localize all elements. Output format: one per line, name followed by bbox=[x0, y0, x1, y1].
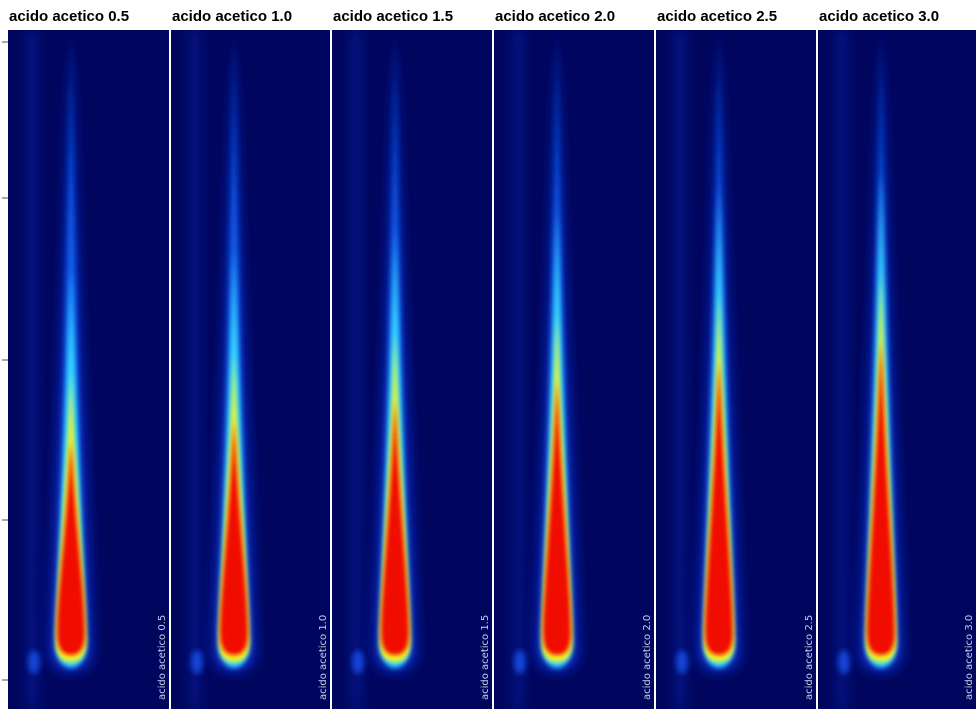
heatmap: acido acetico 2.5 bbox=[656, 30, 816, 709]
side-spot bbox=[514, 650, 526, 674]
side-lane bbox=[351, 30, 361, 709]
panel: acido acetico 2.0 acido acetico 2.0 bbox=[494, 8, 654, 709]
side-label: acido acetico 1.5 bbox=[480, 615, 491, 700]
side-lane bbox=[190, 30, 200, 709]
panel-title: acido acetico 1.5 bbox=[333, 8, 453, 25]
side-lane bbox=[513, 30, 523, 709]
side-lane bbox=[675, 30, 685, 709]
heatmap: acido acetico 0.5 bbox=[8, 30, 169, 709]
separator bbox=[816, 30, 818, 709]
separator bbox=[654, 30, 656, 709]
panel: acido acetico 3.0 acido acetico 3.0 bbox=[818, 8, 976, 709]
separator bbox=[492, 30, 494, 709]
side-spot bbox=[191, 650, 203, 674]
heatmap: acido acetico 1.5 bbox=[332, 30, 492, 709]
side-spot bbox=[676, 650, 688, 674]
side-label: acido acetico 2.0 bbox=[642, 615, 653, 700]
red-core bbox=[381, 400, 409, 655]
panel-title: acido acetico 3.0 bbox=[819, 8, 939, 25]
side-label: acido acetico 0.5 bbox=[157, 615, 168, 700]
heatmap: acido acetico 2.0 bbox=[494, 30, 654, 709]
red-core bbox=[705, 360, 733, 655]
red-core bbox=[867, 340, 895, 655]
separator bbox=[330, 30, 332, 709]
panel: acido acetico 1.5 acido acetico 1.5 bbox=[332, 8, 492, 709]
panel-title: acido acetico 2.0 bbox=[495, 8, 615, 25]
heatmap: acido acetico 3.0 bbox=[818, 30, 976, 709]
side-spot bbox=[838, 650, 850, 674]
red-core bbox=[543, 380, 571, 655]
side-spot bbox=[352, 650, 364, 674]
panel: acido acetico 1.0 acido acetico 1.0 bbox=[171, 8, 330, 709]
red-core bbox=[57, 440, 85, 655]
side-label: acido acetico 1.0 bbox=[318, 615, 329, 700]
panel-title: acido acetico 2.5 bbox=[657, 8, 777, 25]
panel: acido acetico 2.5 acido acetico 2.5 bbox=[656, 8, 816, 709]
side-label: acido acetico 3.0 bbox=[964, 615, 975, 700]
panel-title: acido acetico 0.5 bbox=[9, 8, 129, 25]
side-lane bbox=[837, 30, 847, 709]
panel: acido acetico 0.5 acido acetico 0.5 bbox=[8, 8, 169, 709]
separator bbox=[169, 30, 171, 709]
side-label: acido acetico 2.5 bbox=[804, 615, 815, 700]
panel-title: acido acetico 1.0 bbox=[172, 8, 292, 25]
side-spot bbox=[28, 650, 40, 674]
side-lane bbox=[27, 30, 37, 709]
heatmap: acido acetico 1.0 bbox=[171, 30, 330, 709]
left-ticks bbox=[2, 41, 8, 681]
red-core bbox=[220, 420, 248, 655]
